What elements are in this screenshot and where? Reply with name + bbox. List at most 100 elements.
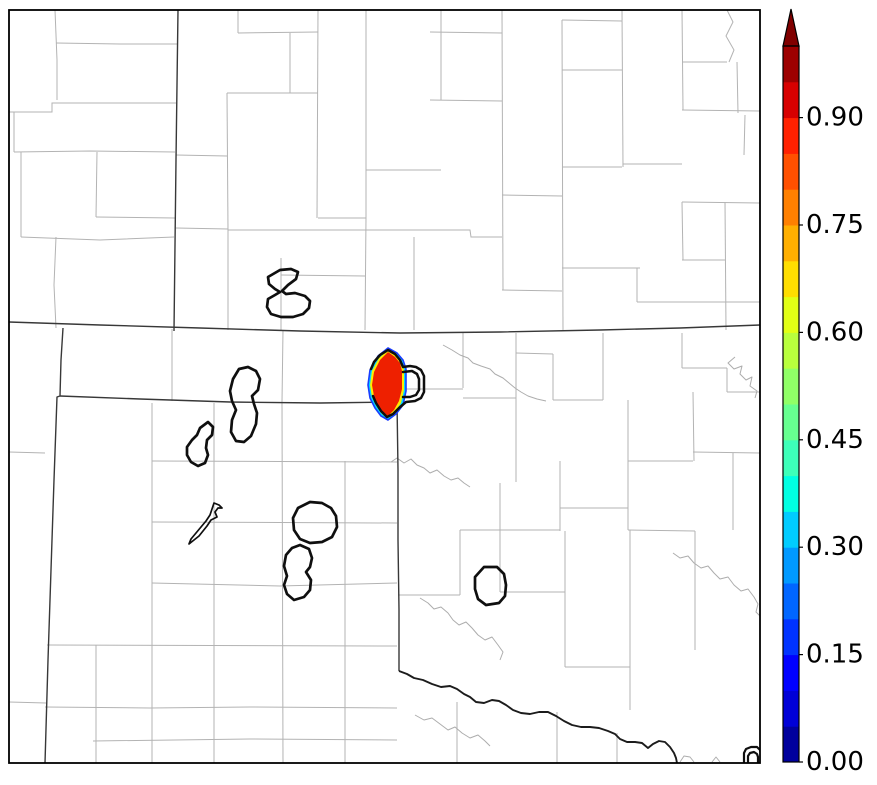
state-borders <box>9 10 760 763</box>
contour-corner-outer <box>742 745 760 763</box>
contour-blob-outline <box>369 348 426 419</box>
colorbar-band <box>783 439 799 477</box>
contour-sliver <box>188 502 223 545</box>
county-line <box>692 391 695 462</box>
colorbar-band <box>783 690 799 727</box>
colorbar-band <box>783 332 799 369</box>
county-line <box>515 352 554 355</box>
contour-s-squiggle <box>265 267 312 319</box>
river-line <box>727 356 758 399</box>
river-line <box>414 714 491 747</box>
outline-contours <box>185 267 760 763</box>
county-line <box>9 701 47 704</box>
county-line <box>692 451 760 454</box>
county-line <box>280 274 366 277</box>
state-border-line <box>9 321 760 334</box>
state-border-line <box>396 401 400 671</box>
contour-small-blob <box>185 420 215 468</box>
colorbar-band <box>783 726 799 763</box>
county-line <box>44 706 398 709</box>
county-line <box>175 154 228 157</box>
county-line <box>9 451 46 454</box>
contour-corner-inner <box>746 750 760 763</box>
probability-filled-contour <box>367 347 407 421</box>
colorbar-tick-label: 0.30 <box>806 532 864 562</box>
contour-ring <box>473 565 508 607</box>
county-boundaries <box>9 10 760 763</box>
county-line <box>627 529 696 532</box>
colorbar-bands <box>783 46 799 763</box>
colorbar-tick-label: 0.15 <box>806 640 864 670</box>
county-line <box>95 151 98 218</box>
contour-tall-bean <box>228 365 262 444</box>
county-line <box>743 114 746 156</box>
county-line <box>501 10 504 291</box>
river-line <box>672 552 760 617</box>
river-line <box>442 344 547 402</box>
colorbar-frame <box>782 8 800 763</box>
colorbar-tick-label: 0.60 <box>806 317 864 347</box>
colorbar-band <box>783 117 799 154</box>
county-line <box>681 10 684 111</box>
county-line <box>429 31 503 34</box>
county-line <box>55 42 177 45</box>
rivers <box>390 344 760 763</box>
county-line <box>151 521 398 524</box>
colorbar-band <box>783 260 799 298</box>
colorbar-band <box>783 475 799 512</box>
colorbar-extend-arrow <box>782 8 800 47</box>
county-line <box>561 19 623 22</box>
county-line <box>92 738 398 742</box>
river-line <box>679 755 695 763</box>
colorbar-band <box>783 189 799 226</box>
county-line <box>364 217 367 331</box>
county-line <box>228 229 502 238</box>
county-line <box>736 61 739 114</box>
county-line <box>151 460 398 463</box>
colorbar-band <box>783 511 799 548</box>
colorbar-band <box>783 296 799 333</box>
county-line <box>13 150 176 153</box>
colorbar-ticks <box>799 116 803 763</box>
county-line <box>681 109 760 112</box>
county-line <box>151 582 398 587</box>
county-line <box>95 216 176 219</box>
county-line <box>501 194 563 197</box>
colorbar-tick-label: 0.75 <box>806 210 864 240</box>
county-line <box>53 236 57 329</box>
colorbar-band <box>783 368 799 405</box>
county-line <box>20 236 175 241</box>
colorbar-tick-labels: 0.00 0.15 0.30 0.45 0.60 0.75 0.90 <box>806 103 864 777</box>
county-line <box>226 92 229 231</box>
colorbar-band <box>783 153 799 190</box>
colorbar-band <box>783 225 799 262</box>
river-line <box>419 597 504 661</box>
colorbar-outline <box>782 45 800 763</box>
river-line <box>390 457 471 488</box>
county-line <box>9 102 176 113</box>
colorbar-band <box>783 583 799 620</box>
county-line <box>175 227 229 230</box>
state-border-river <box>398 670 678 763</box>
county-line <box>316 10 319 219</box>
county-line <box>46 644 398 647</box>
colorbar-tick-label: 0.90 <box>806 103 864 133</box>
county-line <box>54 10 58 100</box>
colorbar-band <box>783 547 799 584</box>
county-line <box>561 19 564 331</box>
county-line <box>681 201 760 204</box>
county-line <box>237 31 319 34</box>
colorbar-band <box>783 654 799 691</box>
colorbar-tick-label: 0.45 <box>806 425 864 455</box>
county-line <box>281 401 284 763</box>
county-line <box>621 10 624 168</box>
contour-lower-bean <box>282 543 314 602</box>
state-border-line <box>59 395 398 404</box>
river-line <box>711 756 721 763</box>
county-line <box>725 10 735 63</box>
state-border-line <box>173 10 179 332</box>
county-line <box>429 99 503 102</box>
map-frame <box>8 9 761 764</box>
